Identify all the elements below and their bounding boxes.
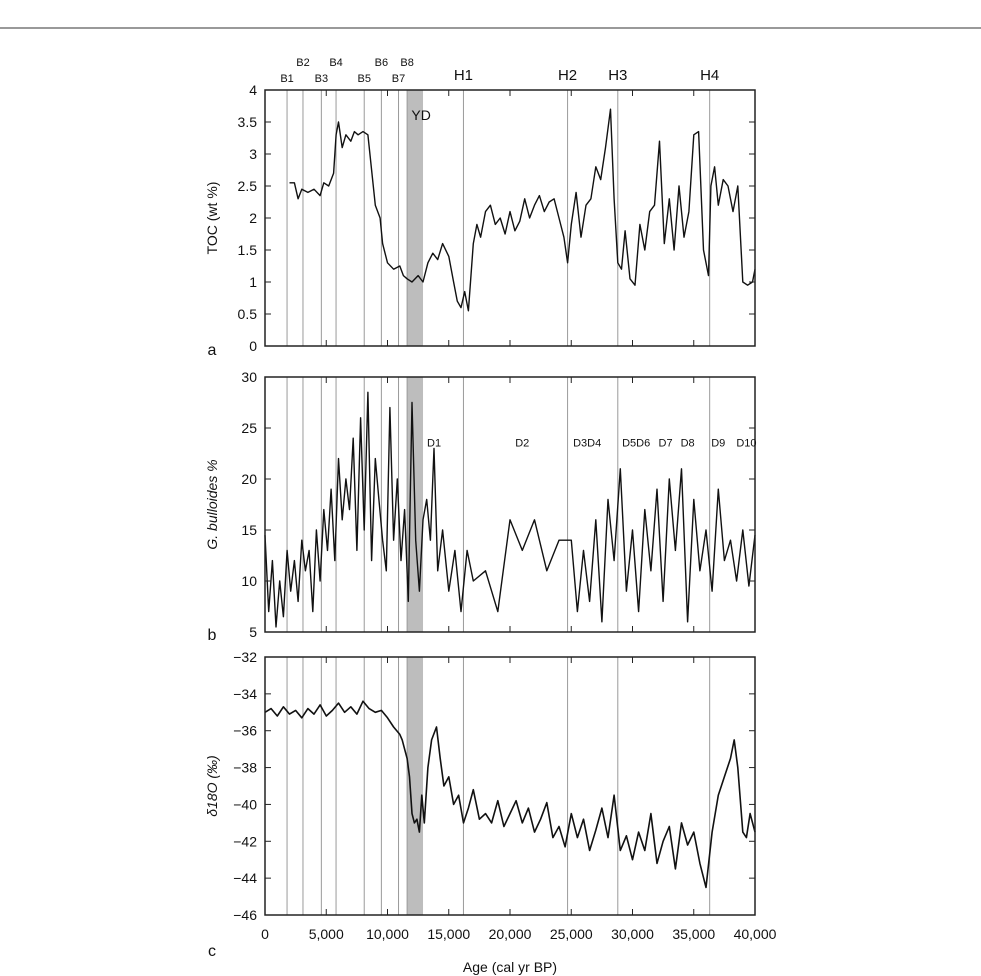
event-label: B7 (392, 73, 405, 85)
panel-b: 5 10 15 20 25 30 D1 D2 D3D4 D5D6 D7 D8 D9 D10 G. bullo… (204, 369, 757, 644)
annotation-label: D7 (659, 437, 673, 449)
x-tick-label: 40,000 (734, 926, 777, 942)
y-tick-label: 2 (249, 210, 257, 226)
annotation-label: D2 (515, 437, 529, 449)
panel-label: a (208, 342, 217, 359)
x-tick-label: 5,000 (309, 926, 344, 942)
y-tick-label: −34 (233, 686, 257, 702)
annotation-label: D10 (736, 437, 756, 449)
event-label: B5 (357, 73, 370, 85)
plot-frame (264, 656, 756, 916)
annotation-label: D8 (681, 437, 695, 449)
x-tick-label: 0 (261, 926, 269, 942)
y-tick-label: 10 (241, 573, 257, 589)
event-label: B4 (329, 57, 342, 69)
y-axis-label: δ18O (‰) (204, 755, 220, 816)
series-line (289, 108, 756, 312)
y-tick-label: 3.5 (238, 114, 258, 130)
event-label: B2 (296, 57, 309, 69)
shaded-band (407, 657, 424, 915)
y-tick-label: 0 (249, 338, 257, 354)
y-tick-label: 0.5 (238, 306, 258, 322)
y-axis-label: TOC (wt %) (204, 182, 220, 255)
x-tick-label: 25,000 (550, 926, 593, 942)
y-tick-label: −40 (233, 796, 257, 812)
series-line (264, 700, 756, 889)
x-tick-label: 15,000 (427, 926, 470, 942)
y-tick-label: 20 (241, 471, 257, 487)
y-tick-label: −38 (233, 760, 257, 776)
x-tick-label: 20,000 (489, 926, 532, 942)
y-tick-label: 15 (241, 522, 257, 538)
y-tick-label: 4 (249, 82, 257, 98)
annotation-label: D9 (711, 437, 725, 449)
shaded-band-label: YD (411, 107, 430, 123)
y-tick-label: 30 (241, 369, 257, 385)
y-tick-label: −46 (233, 907, 257, 923)
y-tick-label: 1.5 (238, 242, 258, 258)
y-tick-label: −44 (233, 870, 257, 886)
y-tick-label: −36 (233, 723, 257, 739)
x-tick-label: 35,000 (672, 926, 715, 942)
y-tick-label: −42 (233, 833, 257, 849)
y-tick-label: 5 (249, 624, 257, 640)
series-line (264, 391, 756, 628)
y-tick-label: 1 (249, 274, 257, 290)
panel-c: −32 −34 −36 −38 −40 −42 −44 −460 5,000 10,000 15,0… (204, 649, 777, 975)
event-label: B3 (315, 73, 328, 85)
event-label: B1 (280, 73, 293, 85)
event-label: H1 (454, 67, 473, 84)
y-tick-label: −32 (233, 649, 257, 665)
event-label: B6 (375, 57, 388, 69)
x-axis-label: Age (cal yr BP) (463, 959, 557, 975)
panel-label: c (208, 943, 216, 960)
event-label: H4 (700, 67, 719, 84)
y-tick-label: 3 (249, 146, 257, 162)
x-tick-label: 30,000 (611, 926, 654, 942)
annotation-label: D5D6 (622, 437, 650, 449)
event-label: B8 (400, 57, 413, 69)
event-label: H2 (558, 67, 577, 84)
y-tick-label: 2.5 (238, 178, 258, 194)
y-axis-label: G. bulloides % (204, 459, 220, 549)
y-tick-label: 25 (241, 420, 257, 436)
panel-label: b (208, 627, 217, 644)
annotation-label: D3D4 (573, 437, 601, 449)
x-tick-label: 10,000 (366, 926, 409, 942)
event-label: H3 (608, 67, 627, 84)
shaded-band (407, 90, 424, 346)
annotation-label: D1 (427, 437, 441, 449)
plot-frame (264, 376, 756, 633)
